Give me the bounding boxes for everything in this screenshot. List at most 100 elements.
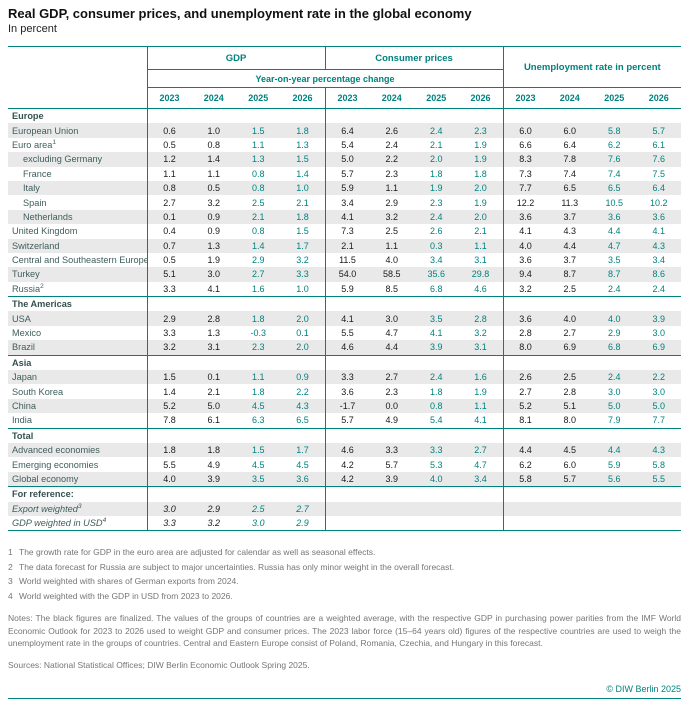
copyright-text: © DIW Berlin 2025 xyxy=(606,684,681,694)
cell-gdp-2024: 0.5 xyxy=(191,180,236,196)
row-label: India xyxy=(12,415,32,426)
cell-ur-2026: 6.9 xyxy=(636,340,682,356)
cell-gdp-2026: 1.3 xyxy=(296,139,309,150)
table-row: China 5.2 5.0 4.5 4.3 -1.7 0.0 0.8 1.1 5.2 5.1 5.0 5… xyxy=(8,398,682,414)
cell-cp-2024 xyxy=(369,501,415,516)
cell-cp-2024: 4.4 xyxy=(369,340,415,356)
cell-cp-2025: 1.8 xyxy=(430,168,443,179)
cell-cp-2024: 2.9 xyxy=(385,197,399,208)
footnote-number: 2 xyxy=(8,561,13,572)
row-label: Italy xyxy=(8,180,147,196)
row-label: USA xyxy=(8,311,147,326)
cell-ur-2026: 8.6 xyxy=(636,267,682,282)
year-header-ur-2023: 2023 xyxy=(502,87,548,109)
cell-cp-2023 xyxy=(324,515,370,531)
cell-ur-2023: 3.2 xyxy=(502,281,548,297)
cell-cp-2026 xyxy=(458,108,504,124)
cell-cp-2023: 4.6 xyxy=(324,442,370,458)
footnote-marker: 1 xyxy=(52,138,56,146)
cell-cp-2026: 1.9 xyxy=(474,386,487,397)
cell-ur-2023: 6.6 xyxy=(502,137,548,153)
cell-cp-2023 xyxy=(324,427,370,443)
cell-cp-2024: 3.2 xyxy=(369,209,415,225)
section-row: Asia xyxy=(8,354,682,371)
cell-cp-2026: 2.0 xyxy=(458,180,504,196)
cell-gdp-2025 xyxy=(236,427,281,443)
cell-cp-2023: 3.4 xyxy=(324,195,370,210)
cell-ur-2026: 3.6 xyxy=(636,209,682,225)
cell-ur-2024: 11.3 xyxy=(561,197,579,208)
cell-ur-2025 xyxy=(592,427,637,443)
cell-gdp-2023: 0.5 xyxy=(146,137,192,153)
cell-gdp-2024: 0.9 xyxy=(191,209,236,225)
cell-gdp-2026: 3.6 xyxy=(280,471,326,487)
cell-cp-2026 xyxy=(459,516,504,531)
cell-gdp-2025: 2.7 xyxy=(236,267,281,282)
cell-ur-2023: 2.6 xyxy=(502,370,548,385)
footnote-item: 4 World weighted with the GDP in USD from… xyxy=(8,589,681,603)
cell-gdp-2023: 3.3 xyxy=(146,515,192,531)
cell-gdp-2023: 2.7 xyxy=(146,195,192,210)
cell-cp-2025: 2.4 xyxy=(414,209,459,225)
footnote-marker: 3 xyxy=(77,502,82,510)
footnote-text: World weighted with the GDP in USD from … xyxy=(19,590,233,601)
cell-cp-2024: 2.4 xyxy=(385,139,399,150)
cell-gdp-2026: 0.9 xyxy=(280,370,326,385)
cell-cp-2025: 4.0 xyxy=(414,471,459,487)
cell-ur-2026 xyxy=(636,108,682,124)
cell-cp-2023: 4.6 xyxy=(324,340,370,356)
cell-gdp-2024: 5.0 xyxy=(191,398,236,414)
table-row: Russia2 3.3 4.1 1.6 1.0 5.9 8.5 6.8 4.6 3.2 2.5 2.4… xyxy=(8,281,681,297)
cell-gdp-2024: 1.1 xyxy=(207,168,220,179)
footnote-number: 4 xyxy=(8,590,13,601)
cell-ur-2023: 7.3 xyxy=(502,166,548,181)
cell-ur-2025 xyxy=(592,501,637,516)
table-row: Emerging economies 5.5 4.9 4.5 4.5 4.2 5.7 5.3 4… xyxy=(8,457,681,472)
cell-ur-2023: 3.6 xyxy=(502,209,548,225)
cell-cp-2024 xyxy=(370,516,415,531)
cell-ur-2023: 8.3 xyxy=(502,152,548,167)
cell-ur-2024 xyxy=(547,501,593,516)
cell-cp-2023: 5.9 xyxy=(324,180,370,196)
cell-gdp-2023: 0.5 xyxy=(146,252,192,268)
cell-ur-2025: 3.6 xyxy=(592,209,637,225)
cell-ur-2024: 2.5 xyxy=(563,283,577,294)
cell-gdp-2026: 1.7 xyxy=(280,238,326,253)
cell-gdp-2023: 0.6 xyxy=(146,123,192,138)
cell-gdp-2024 xyxy=(191,108,236,124)
footnote-text: The data forecast for Russia are subject… xyxy=(19,561,455,572)
cell-ur-2024: 4.4 xyxy=(547,238,593,253)
cell-gdp-2025 xyxy=(236,486,281,502)
year-header-gdp-2025: 2025 xyxy=(236,87,281,109)
cell-ur-2024: 4.3 xyxy=(563,226,577,237)
table-row: France 1.1 1.1 0.8 1.4 5.7 2.3 1.8 1.8 7.3 7.4 7.4 7… xyxy=(8,166,681,181)
cell-cp-2025: 0.8 xyxy=(414,398,459,414)
cell-ur-2024 xyxy=(547,486,593,502)
table-row: United Kingdom 0.4 0.9 0.8 1.5 7.3 2.5 2.6 2.1 4.… xyxy=(8,224,681,239)
cell-gdp-2025: 1.8 xyxy=(236,311,281,326)
cell-ur-2025: 7.9 xyxy=(608,415,621,426)
cell-ur-2024 xyxy=(547,427,593,443)
cell-cp-2025 xyxy=(414,501,459,516)
footnote-item: 3 World weighted with shares of German ex… xyxy=(8,574,681,588)
cell-gdp-2026 xyxy=(280,354,326,371)
cell-cp-2025: 5.4 xyxy=(430,415,443,426)
cell-ur-2026 xyxy=(636,427,682,443)
cell-ur-2023: 4.0 xyxy=(502,238,548,253)
cell-gdp-2025: 4.5 xyxy=(236,398,281,414)
cell-gdp-2026: 1.0 xyxy=(296,283,309,294)
cell-gdp-2025: 1.1 xyxy=(236,370,281,385)
cell-gdp-2023: 3.3 xyxy=(146,281,192,297)
cell-ur-2025: 3.0 xyxy=(608,386,621,397)
cell-ur-2025: 8.7 xyxy=(592,267,637,282)
cell-gdp-2024: 2.1 xyxy=(207,386,220,397)
cell-gdp-2023: 5.1 xyxy=(146,267,192,282)
cell-gdp-2026 xyxy=(280,486,326,502)
cell-ur-2023: 8.1 xyxy=(502,413,548,429)
year-header-ur-2026: 2026 xyxy=(636,87,682,109)
cell-gdp-2024: 3.1 xyxy=(191,340,236,356)
cell-ur-2023: 7.7 xyxy=(502,180,548,196)
cell-gdp-2024 xyxy=(191,354,236,371)
cell-gdp-2025: 0.8 xyxy=(251,168,265,179)
row-label: excluding Germany xyxy=(8,152,147,167)
